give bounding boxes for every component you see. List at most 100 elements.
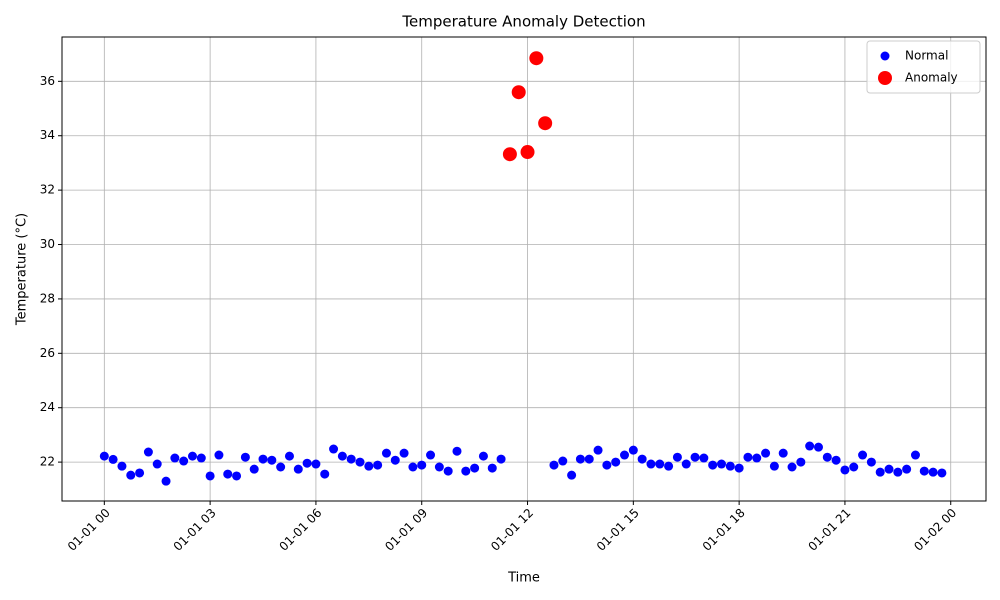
data-point: [549, 460, 559, 470]
y-tick-label: 30: [40, 237, 55, 251]
data-point: [443, 466, 453, 476]
data-point: [470, 463, 480, 473]
data-point: [187, 451, 197, 461]
data-point: [511, 85, 526, 100]
data-point: [672, 452, 682, 462]
y-tick-label: 28: [40, 291, 55, 305]
data-point: [769, 461, 779, 471]
data-point: [602, 460, 612, 470]
data-point: [628, 445, 638, 455]
data-point: [311, 459, 321, 469]
data-point: [373, 460, 383, 470]
data-point: [893, 467, 903, 477]
data-point: [875, 467, 885, 477]
data-point: [381, 448, 391, 458]
data-point: [584, 454, 594, 464]
data-point: [787, 462, 797, 472]
plot-frame: [61, 36, 987, 502]
data-point: [267, 455, 277, 465]
data-point: [452, 446, 462, 456]
data-point: [611, 457, 621, 467]
data-point: [126, 470, 136, 480]
data-point: [558, 456, 568, 466]
data-point: [805, 441, 815, 451]
data-point: [681, 459, 691, 469]
data-point: [690, 452, 700, 462]
data-point: [858, 450, 868, 460]
data-point: [752, 453, 762, 463]
data-point: [179, 456, 189, 466]
data-point: [708, 460, 718, 470]
data-point: [478, 451, 488, 461]
data-point: [302, 458, 312, 468]
data-point: [902, 464, 912, 474]
data-point: [538, 116, 553, 131]
data-point: [390, 455, 400, 465]
data-point: [214, 450, 224, 460]
data-point: [761, 448, 771, 458]
data-point: [426, 450, 436, 460]
data-point: [813, 442, 823, 452]
data-point: [849, 462, 859, 472]
y-tick-label: 32: [40, 183, 55, 197]
data-point: [196, 453, 206, 463]
data-point: [170, 453, 180, 463]
data-point: [937, 468, 947, 478]
data-point: [725, 461, 735, 471]
data-point: [232, 471, 242, 481]
data-point: [355, 457, 365, 467]
data-point: [575, 454, 585, 464]
data-point: [822, 452, 832, 462]
data-point: [699, 453, 709, 463]
data-point: [796, 457, 806, 467]
data-point: [655, 459, 665, 469]
data-point: [664, 461, 674, 471]
data-point: [408, 462, 418, 472]
data-point: [778, 448, 788, 458]
data-point: [99, 451, 109, 461]
data-point: [502, 147, 517, 162]
data-point: [593, 445, 603, 455]
data-point: [417, 460, 427, 470]
legend-marker: [880, 51, 890, 61]
data-point: [117, 461, 127, 471]
data-point: [866, 457, 876, 467]
chart-title: Temperature Anomaly Detection: [401, 13, 645, 31]
data-point: [910, 450, 920, 460]
data-point: [520, 145, 535, 160]
data-point: [487, 463, 497, 473]
data-point: [637, 454, 647, 464]
data-point: [223, 469, 233, 479]
data-point: [399, 448, 409, 458]
legend-label: Anomaly: [905, 71, 958, 85]
data-point: [346, 454, 356, 464]
data-point: [258, 454, 268, 464]
data-point: [364, 461, 374, 471]
legend-box: [866, 40, 981, 94]
legend-marker: [878, 71, 892, 85]
y-tick-label: 34: [40, 128, 55, 142]
x-axis-label: Time: [507, 571, 540, 586]
data-point: [249, 464, 259, 474]
data-point: [743, 452, 753, 462]
data-point: [108, 454, 118, 464]
data-point: [734, 463, 744, 473]
data-point: [831, 455, 841, 465]
data-point: [919, 466, 929, 476]
data-point: [143, 447, 153, 457]
data-point: [161, 476, 171, 486]
data-point: [840, 465, 850, 475]
data-point: [152, 459, 162, 469]
legend-label: Normal: [905, 49, 948, 63]
data-point: [461, 466, 471, 476]
data-point: [205, 471, 215, 481]
data-point: [716, 459, 726, 469]
data-point: [884, 464, 894, 474]
data-point: [496, 454, 506, 464]
y-tick-label: 26: [40, 346, 55, 360]
data-point: [928, 467, 938, 477]
data-point: [276, 462, 286, 472]
